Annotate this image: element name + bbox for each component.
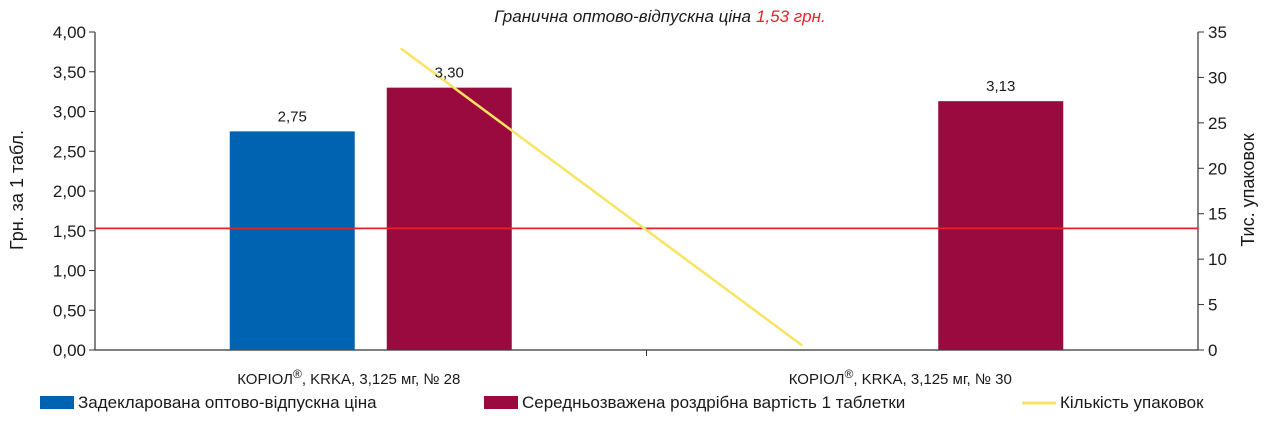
y-tick-label: 0,00 bbox=[53, 341, 86, 360]
y-tick-label: 1,50 bbox=[53, 222, 86, 241]
y2-tick-label: 30 bbox=[1208, 68, 1227, 87]
chart-title-value: 1,53 грн. bbox=[756, 7, 826, 26]
category-label: КОРІОЛ®, KRKA, 3,125 мг, № 30 bbox=[789, 367, 1012, 388]
category-label-mark: ® bbox=[293, 367, 302, 381]
y-tick-label: 2,00 bbox=[53, 182, 86, 201]
bar-value-label: 2,75 bbox=[278, 108, 307, 125]
category-label-rest: , KRKA, 3,125 мг, № 30 bbox=[853, 371, 1011, 388]
y-tick-label: 1,00 bbox=[53, 262, 86, 281]
y2-tick-label: 0 bbox=[1208, 341, 1217, 360]
category-label: КОРІОЛ®, KRKA, 3,125 мг, № 28 bbox=[237, 367, 460, 388]
y-axis-title: Грн. за 1 табл. bbox=[7, 130, 27, 250]
y2-tick-label: 20 bbox=[1208, 159, 1227, 178]
y2-tick-label: 15 bbox=[1208, 205, 1227, 224]
bar-value-label: 3,13 bbox=[986, 78, 1015, 95]
legend-label: Задекларована оптово-відпускна ціна bbox=[78, 393, 377, 412]
data-labels: 2,75 3,30 3,13 bbox=[278, 65, 1016, 126]
y-tick-label: 0,50 bbox=[53, 301, 86, 320]
legend-label: Кількість упаковок bbox=[1060, 393, 1204, 412]
legend-label: Середньозважена роздрібна вартість 1 таб… bbox=[522, 393, 905, 412]
category-labels: КОРІОЛ®, KRKA, 3,125 мг, № 28 КОРІОЛ®, KR… bbox=[237, 367, 1012, 388]
bar bbox=[386, 87, 512, 351]
line-series bbox=[400, 47, 803, 347]
y2-tick-label: 5 bbox=[1208, 296, 1217, 315]
category-label-name: КОРІОЛ bbox=[789, 371, 845, 388]
chart-title-text: Гранична оптово-відпускна ціна bbox=[494, 7, 751, 26]
y-tick-label: 4,00 bbox=[53, 23, 86, 42]
y2-axis-title: Тис. упаковок bbox=[1238, 133, 1258, 246]
y-tick-label: 3,00 bbox=[53, 103, 86, 122]
bars bbox=[229, 87, 1064, 351]
chart-title: Гранична оптово-відпускна ціна 1,53 грн. bbox=[494, 7, 825, 26]
category-label-name: КОРІОЛ bbox=[237, 371, 293, 388]
legend-swatch bbox=[484, 396, 518, 409]
legend: Задекларована оптово-відпускна ціна Серед… bbox=[40, 393, 1204, 412]
bar-value-label: 3,30 bbox=[435, 65, 464, 82]
y2-tick-label: 35 bbox=[1208, 23, 1227, 42]
category-label-rest: , KRKA, 3,125 мг, № 28 bbox=[302, 371, 460, 388]
y2-tick-label: 10 bbox=[1208, 250, 1227, 269]
y-tick-label: 2,50 bbox=[53, 142, 86, 161]
line-series-group bbox=[400, 47, 803, 347]
bar bbox=[938, 101, 1064, 350]
legend-swatch bbox=[40, 396, 74, 409]
y2-tick-label: 25 bbox=[1208, 114, 1227, 133]
bar bbox=[229, 131, 355, 350]
category-label-mark: ® bbox=[844, 367, 853, 381]
y-tick-label: 3,50 bbox=[53, 63, 86, 82]
